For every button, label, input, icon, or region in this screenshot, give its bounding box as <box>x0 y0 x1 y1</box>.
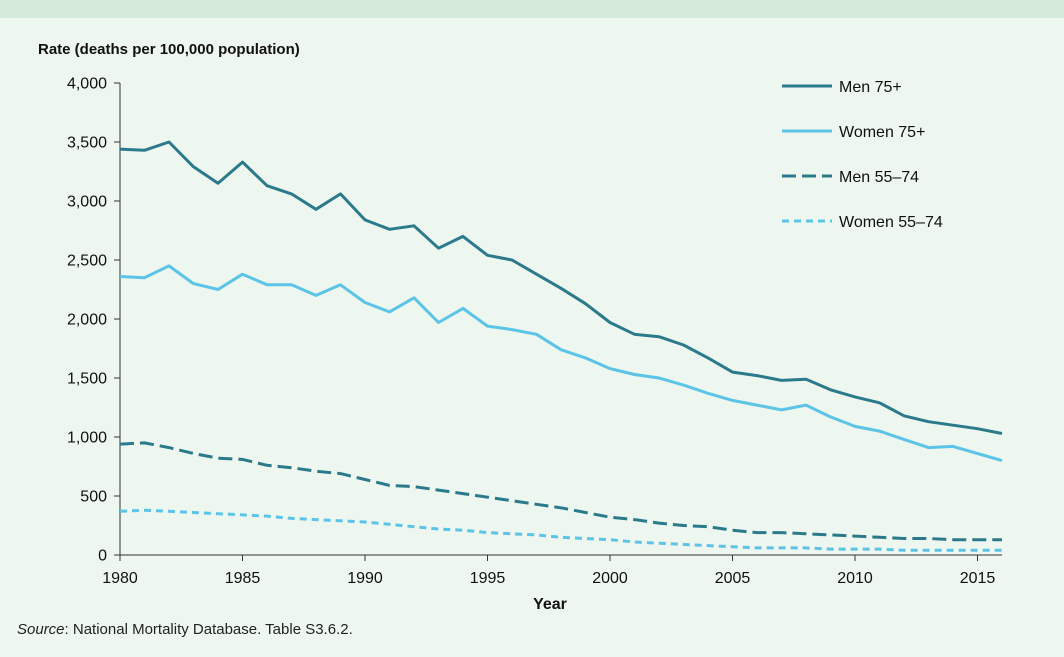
x-tick-label: 1985 <box>225 570 261 587</box>
series-line-men-55-74 <box>119 441 1002 542</box>
x-tick-label: 1980 <box>102 570 138 587</box>
y-tick-label: 500 <box>80 489 107 506</box>
y-tick-label: 3,000 <box>67 194 107 211</box>
header-band <box>0 0 1064 18</box>
y-tick-label: 1,000 <box>67 430 107 447</box>
axes: 0 500 1,000 1,500 2,000 2,500 3,000 3,500 4,000 1… <box>67 76 1002 587</box>
x-tick-label: 2010 <box>837 570 873 587</box>
legend: Men 75+ Women 75+ Men 55–74 Women 55–74 <box>782 79 943 231</box>
y-tick-label: 2,500 <box>67 253 107 270</box>
series-lines <box>119 140 1003 552</box>
x-axis-title: Year <box>533 596 567 613</box>
legend-label: Men 55–74 <box>839 169 919 186</box>
x-tick-label: 1990 <box>347 570 383 587</box>
x-tick-label: 2000 <box>592 570 628 587</box>
legend-label: Men 75+ <box>839 79 902 96</box>
x-tick-label: 2015 <box>960 570 996 587</box>
x-tick-label: 1995 <box>470 570 506 587</box>
series-line-men-75 <box>119 140 1003 435</box>
legend-label: Women 75+ <box>839 124 925 141</box>
legend-label: Women 55–74 <box>839 214 943 231</box>
x-tick-label: 2005 <box>715 570 751 587</box>
y-tick-label: 4,000 <box>67 76 107 93</box>
source-label: Source <box>17 621 65 638</box>
source-note: Source: National Mortality Database. Tab… <box>17 621 353 638</box>
source-text: : National Mortality Database. Table S3.… <box>64 621 353 638</box>
y-tick-label: 0 <box>98 548 107 565</box>
y-axis-title: Rate (deaths per 100,000 population) <box>38 41 300 58</box>
y-tick-label: 2,000 <box>67 312 107 329</box>
y-tick-label: 3,500 <box>67 135 107 152</box>
series-line-women-75 <box>119 264 1003 463</box>
series-line-women-55-74 <box>119 508 1002 552</box>
y-tick-label: 1,500 <box>67 371 107 388</box>
